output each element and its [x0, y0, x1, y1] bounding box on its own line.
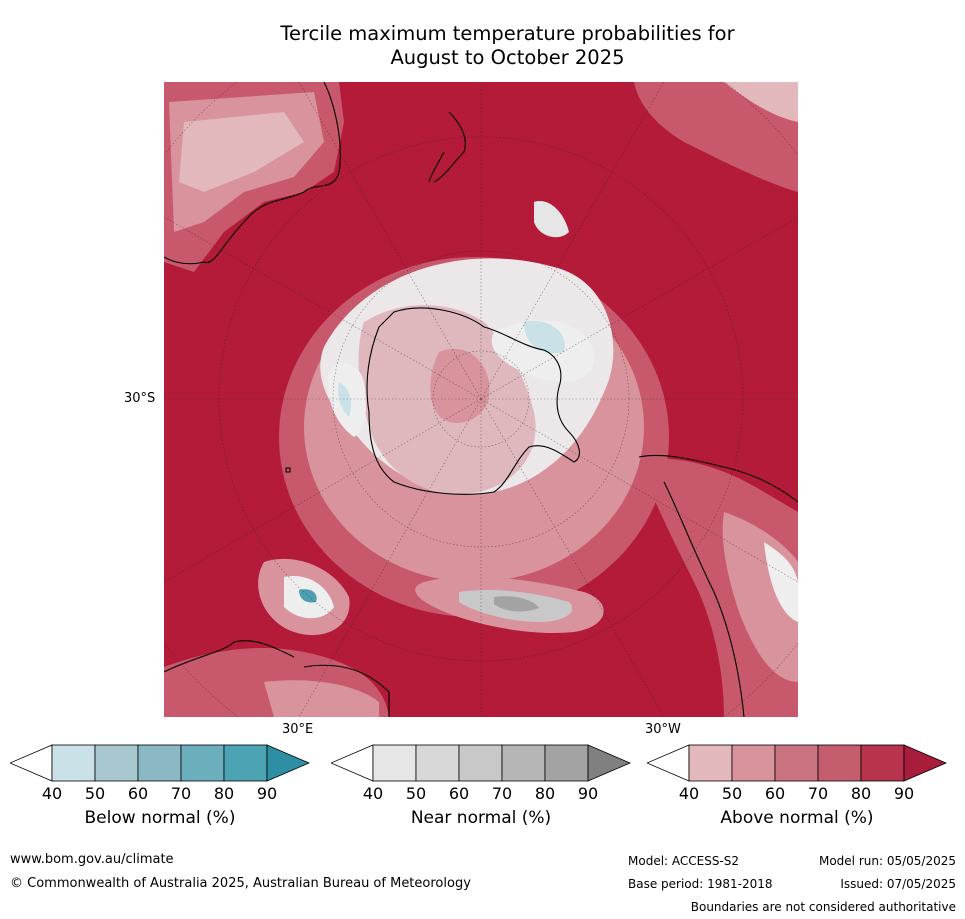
base-period-text: Base period: 1981-2018: [628, 877, 773, 891]
polar-map: [164, 82, 798, 717]
website-link[interactable]: www.bom.gov.au/climate: [10, 852, 174, 867]
colorbar-below-normal: [8, 744, 311, 786]
colorbar-tick-label: 60: [448, 784, 470, 803]
colorbar-tick-label: 40: [41, 784, 63, 803]
colorbar-max-extension: [266, 744, 311, 782]
colorbar-above-normal-label: Above normal (%): [720, 808, 874, 828]
africa-light-zone: [264, 680, 379, 717]
colorbar-tick-label: 90: [577, 784, 599, 803]
colorbar-tick-label: 50: [84, 784, 106, 803]
antarctica-coast: [366, 307, 580, 495]
colorbar-segment: [415, 744, 460, 782]
colorbar-segment: [180, 744, 225, 782]
indian-ocean-below-normal: [299, 589, 317, 603]
title-line-2: August to October 2025: [390, 46, 625, 69]
map-canvas: [164, 82, 798, 717]
lat-label-30s: 30°S: [124, 391, 156, 406]
australia-pale-zone: [179, 112, 304, 192]
colorbar-segment: [860, 744, 905, 782]
colorbar-tick-label: 40: [362, 784, 384, 803]
africa-coast: [164, 640, 390, 717]
graticule: [164, 82, 798, 717]
colorbar-segment: [372, 744, 417, 782]
lon-label-30w: 30°W: [645, 722, 681, 737]
colorbar-min-extension: [645, 744, 690, 782]
colorbar-max-extension: [903, 744, 948, 782]
colorbar-tick-label: 70: [170, 784, 192, 803]
colorbar-segment: [223, 744, 268, 782]
lon-label-30e: 30°E: [282, 722, 314, 737]
colorbar-tick-label: 60: [764, 784, 786, 803]
model-text: Model: ACCESS-S2: [628, 854, 740, 868]
colorbar-tick-label: 90: [256, 784, 278, 803]
atlantic-near-normal-core: [494, 596, 539, 612]
colorbar-tick-label: 40: [678, 784, 700, 803]
colorbar-segment: [688, 744, 733, 782]
colorbar-segment: [774, 744, 819, 782]
colorbar-near-normal-label: Near normal (%): [410, 808, 552, 828]
colorbar-segment: [817, 744, 862, 782]
colorbar-below-normal-scale: [8, 744, 311, 782]
colorbar-segment: [731, 744, 776, 782]
colorbar-near-normal-scale: [329, 744, 632, 782]
colorbar-segment: [544, 744, 589, 782]
colorbar-segment: [137, 744, 182, 782]
island-coast: [285, 467, 291, 473]
colorbar-near-normal: [329, 744, 632, 786]
colorbar-max-extension: [587, 744, 632, 782]
colorbar-tick-label: 80: [213, 784, 235, 803]
weddell-below-normal: [524, 321, 565, 354]
colorbar-segment: [51, 744, 96, 782]
new-zealand-coast: [428, 111, 466, 183]
south-america-coast: [638, 454, 798, 717]
title-line-1: Tercile maximum temperature probabilitie…: [280, 22, 735, 45]
colorbar-segment: [501, 744, 546, 782]
east-antarctic-below-normal: [338, 382, 351, 417]
colorbar-above-normal-scale: [645, 744, 948, 782]
disclaimer-text: Boundaries are not considered authoritat…: [690, 900, 956, 914]
colorbar-tick-label: 50: [405, 784, 427, 803]
colorbar-tick-label: 50: [721, 784, 743, 803]
south-atlantic-near-normal: [534, 201, 569, 238]
south-america-near-normal: [764, 542, 798, 622]
colorbar-tick-label: 80: [850, 784, 872, 803]
copyright-text: © Commonwealth of Australia 2025, Austra…: [10, 876, 471, 891]
colorbar-below-normal-label: Below normal (%): [84, 808, 236, 828]
chart-title: Tercile maximum temperature probabilitie…: [0, 22, 965, 70]
colorbar-segment: [458, 744, 503, 782]
coastlines: [164, 82, 798, 717]
colorbar-tick-label: 80: [534, 784, 556, 803]
issued-text: Issued: 07/05/2025: [840, 877, 956, 891]
colorbar-min-extension: [329, 744, 374, 782]
colorbar-tick-label: 70: [807, 784, 829, 803]
colorbar-above-normal: [645, 744, 948, 786]
pacific-pale-zone: [724, 82, 798, 122]
colorbar-tick-label: 70: [491, 784, 513, 803]
model-run-text: Model run: 05/05/2025: [818, 854, 956, 868]
colorbar-tick-label: 90: [893, 784, 915, 803]
south-america-zone: [639, 458, 798, 717]
australia-coast: [164, 82, 341, 265]
pole-zone: [430, 348, 490, 423]
colorbar-segment: [94, 744, 139, 782]
colorbar-min-extension: [8, 744, 53, 782]
colorbar-tick-label: 60: [127, 784, 149, 803]
